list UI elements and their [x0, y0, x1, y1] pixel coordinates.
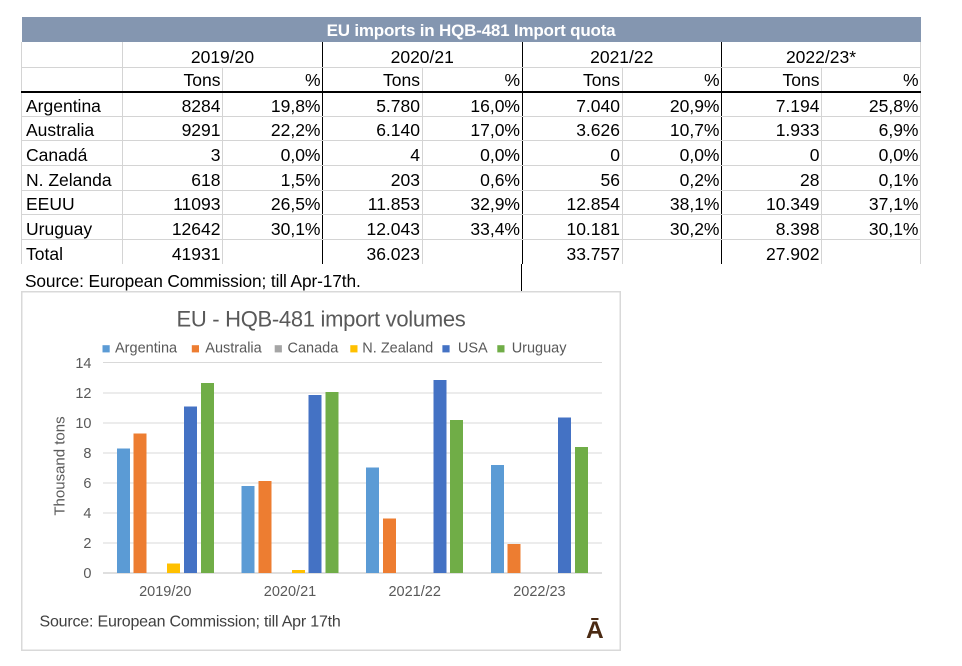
svg-text:6: 6 — [83, 476, 91, 492]
svg-text:8: 8 — [83, 446, 91, 462]
svg-text:14: 14 — [75, 356, 91, 372]
svg-text:Ā: Ā — [586, 617, 604, 644]
svg-text:0: 0 — [83, 566, 91, 582]
svg-text:Australia: Australia — [205, 341, 262, 357]
svg-text:N. Zealand: N. Zealand — [362, 341, 433, 357]
svg-text:USA: USA — [458, 341, 488, 357]
svg-text:2020/21: 2020/21 — [264, 584, 316, 600]
svg-text:EU - HQB-481 import volumes: EU - HQB-481 import volumes — [177, 307, 466, 332]
svg-text:4: 4 — [83, 506, 91, 522]
svg-text:Canada: Canada — [288, 341, 340, 357]
svg-text:Argentina: Argentina — [115, 341, 178, 357]
svg-text:12: 12 — [75, 386, 91, 402]
svg-text:2019/20: 2019/20 — [139, 584, 191, 600]
svg-text:2021/22: 2021/22 — [388, 584, 440, 600]
svg-text:2: 2 — [83, 536, 91, 552]
svg-text:10: 10 — [75, 416, 91, 432]
svg-text:2022/23: 2022/23 — [513, 584, 565, 600]
svg-text:Uruguay: Uruguay — [512, 341, 568, 357]
svg-text:Thousand tons: Thousand tons — [52, 416, 69, 515]
svg-text:Source: European Commission; t: Source: European Commission; till Apr 17… — [40, 613, 341, 630]
